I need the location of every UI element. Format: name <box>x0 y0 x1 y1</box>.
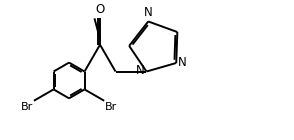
Text: N: N <box>136 64 144 77</box>
Text: O: O <box>96 3 105 16</box>
Text: Br: Br <box>21 102 33 112</box>
Text: N: N <box>178 56 187 69</box>
Text: Br: Br <box>105 102 118 112</box>
Text: N: N <box>144 6 153 19</box>
